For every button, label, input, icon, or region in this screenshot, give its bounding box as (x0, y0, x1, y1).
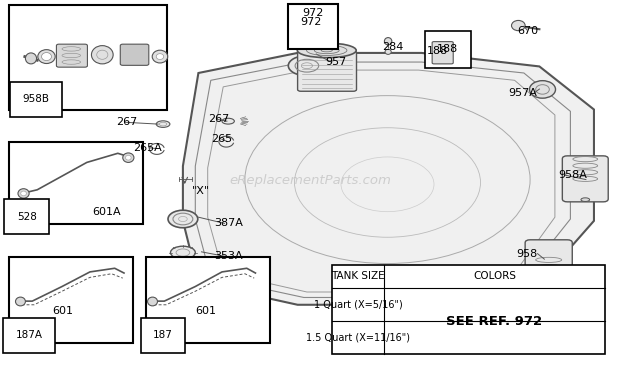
Text: 387A: 387A (214, 218, 243, 228)
Text: 187A: 187A (16, 330, 43, 341)
Text: eReplacementParts.com: eReplacementParts.com (229, 174, 391, 187)
FancyBboxPatch shape (298, 51, 356, 91)
Ellipse shape (544, 285, 553, 289)
Text: 601A: 601A (92, 207, 120, 217)
Ellipse shape (156, 121, 170, 127)
Text: 188: 188 (427, 46, 448, 56)
Bar (332, 265, 604, 354)
Text: 284: 284 (383, 42, 404, 53)
Ellipse shape (168, 210, 198, 228)
Text: 353A: 353A (214, 251, 242, 261)
Ellipse shape (123, 153, 134, 162)
Ellipse shape (288, 56, 326, 76)
Text: "X": "X" (192, 185, 210, 196)
Ellipse shape (385, 49, 391, 54)
FancyBboxPatch shape (56, 44, 87, 67)
Text: 958A: 958A (558, 170, 587, 180)
FancyBboxPatch shape (120, 44, 149, 65)
Text: 958: 958 (516, 249, 538, 259)
Polygon shape (183, 53, 594, 305)
Text: 972: 972 (301, 17, 322, 27)
Ellipse shape (153, 50, 168, 63)
Ellipse shape (222, 118, 234, 124)
Ellipse shape (92, 46, 113, 64)
Bar (9, 5, 167, 109)
Text: 972: 972 (303, 8, 324, 18)
Bar (9, 257, 133, 343)
Text: 265A: 265A (133, 143, 162, 153)
FancyBboxPatch shape (562, 156, 608, 202)
Bar (146, 257, 270, 343)
Bar (9, 142, 143, 224)
Text: 188: 188 (437, 44, 459, 54)
Text: 601: 601 (195, 306, 216, 316)
Ellipse shape (512, 20, 525, 31)
Bar (425, 31, 471, 68)
Text: 267: 267 (208, 114, 229, 124)
Text: TANK SIZE: TANK SIZE (331, 272, 385, 281)
Ellipse shape (38, 50, 55, 64)
Text: 265: 265 (211, 134, 232, 144)
Ellipse shape (25, 53, 37, 64)
Ellipse shape (529, 81, 556, 98)
Ellipse shape (156, 54, 164, 59)
Text: 670: 670 (518, 26, 539, 36)
Text: 958B: 958B (22, 94, 50, 104)
Text: 957: 957 (326, 57, 347, 67)
Text: 528: 528 (17, 212, 37, 222)
Ellipse shape (298, 43, 356, 58)
Text: 957A: 957A (508, 88, 538, 98)
Ellipse shape (21, 191, 26, 196)
Text: COLORS: COLORS (473, 272, 516, 281)
Ellipse shape (16, 297, 25, 306)
FancyBboxPatch shape (432, 42, 453, 64)
Text: 267: 267 (117, 117, 138, 127)
Ellipse shape (42, 53, 51, 61)
Text: 1 Quart (X=5/16"): 1 Quart (X=5/16") (314, 300, 402, 310)
Text: SEE REF. 972: SEE REF. 972 (446, 315, 542, 328)
Text: 601: 601 (53, 306, 74, 316)
Bar (288, 4, 338, 49)
Ellipse shape (125, 155, 131, 160)
Ellipse shape (581, 198, 590, 201)
Ellipse shape (148, 297, 157, 306)
Text: 1.5 Quart (X=11/16"): 1.5 Quart (X=11/16") (306, 333, 410, 343)
Ellipse shape (170, 246, 195, 259)
Ellipse shape (18, 189, 29, 198)
FancyBboxPatch shape (525, 240, 572, 289)
Text: 187: 187 (153, 330, 173, 341)
Ellipse shape (384, 38, 392, 45)
